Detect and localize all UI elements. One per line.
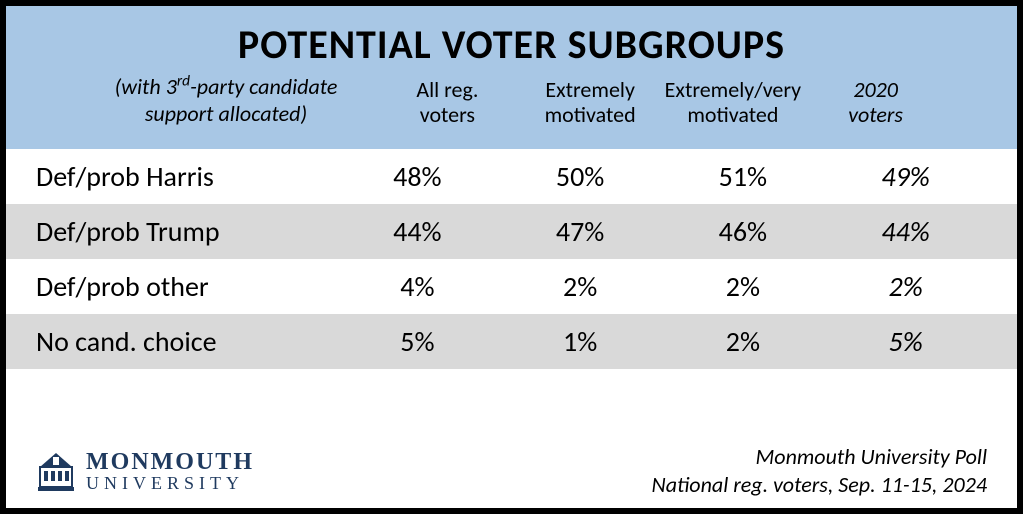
- table-cell: 51%: [662, 159, 825, 194]
- header-block: POTENTIAL VOTER SUBGROUPS (with 3rd-part…: [6, 6, 1017, 149]
- table-cell: 5%: [336, 324, 499, 359]
- table-subtitle: (with 3rd-party candidatesupport allocat…: [76, 73, 376, 127]
- row-label: No cand. choice: [36, 324, 336, 359]
- subtitle-text: (with 3rd-party candidatesupport allocat…: [115, 73, 338, 126]
- source-line-1: Monmouth University Poll: [652, 443, 987, 471]
- column-header-0: All reg.voters: [376, 77, 519, 128]
- logo-text: MONMOUTH UNIVERSITY: [86, 450, 254, 492]
- row-label: Def/prob other: [36, 269, 336, 304]
- source-line-2: National reg. voters, Sep. 11-15, 2024: [652, 471, 987, 499]
- table-row: Def/prob Trump44%47%46%44%: [6, 204, 1017, 259]
- footer-row: MONMOUTH UNIVERSITY Monmouth University …: [6, 435, 1017, 508]
- logo-bottom-text: UNIVERSITY: [86, 474, 254, 492]
- table-row: Def/prob Harris48%50%51%49%: [6, 149, 1017, 204]
- table-body: Def/prob Harris48%50%51%49%Def/prob Trum…: [6, 149, 1017, 369]
- table-cell: 50%: [499, 159, 662, 194]
- table-cell: 46%: [662, 214, 825, 249]
- table-frame: POTENTIAL VOTER SUBGROUPS (with 3rd-part…: [0, 0, 1023, 514]
- table-title: POTENTIAL VOTER SUBGROUPS: [46, 20, 977, 69]
- table-cell: 4%: [336, 269, 499, 304]
- table-cell: 2%: [662, 269, 825, 304]
- table-row: Def/prob other4%2%2%2%: [6, 259, 1017, 314]
- table-cell: 48%: [336, 159, 499, 194]
- table-cell: 1%: [499, 324, 662, 359]
- table-cell: 47%: [499, 214, 662, 249]
- source-attribution: Monmouth University Poll National reg. v…: [652, 443, 987, 498]
- column-header-3: 2020voters: [804, 77, 947, 128]
- column-header-1: Extremelymotivated: [519, 77, 662, 128]
- table-cell: 5%: [824, 324, 987, 359]
- table-cell: 44%: [824, 214, 987, 249]
- table-cell: 49%: [824, 159, 987, 194]
- table-cell: 2%: [499, 269, 662, 304]
- table-cell: 44%: [336, 214, 499, 249]
- row-label: Def/prob Harris: [36, 159, 336, 194]
- building-icon: [36, 449, 76, 493]
- table-row: No cand. choice5%1%2%5%: [6, 314, 1017, 369]
- row-label: Def/prob Trump: [36, 214, 336, 249]
- logo-top-text: MONMOUTH: [86, 450, 254, 474]
- column-header-2: Extremely/verymotivated: [662, 77, 805, 128]
- table-cell: 2%: [824, 269, 987, 304]
- column-header-row: (with 3rd-party candidatesupport allocat…: [46, 69, 977, 139]
- table-cell: 2%: [662, 324, 825, 359]
- monmouth-logo: MONMOUTH UNIVERSITY: [36, 449, 254, 493]
